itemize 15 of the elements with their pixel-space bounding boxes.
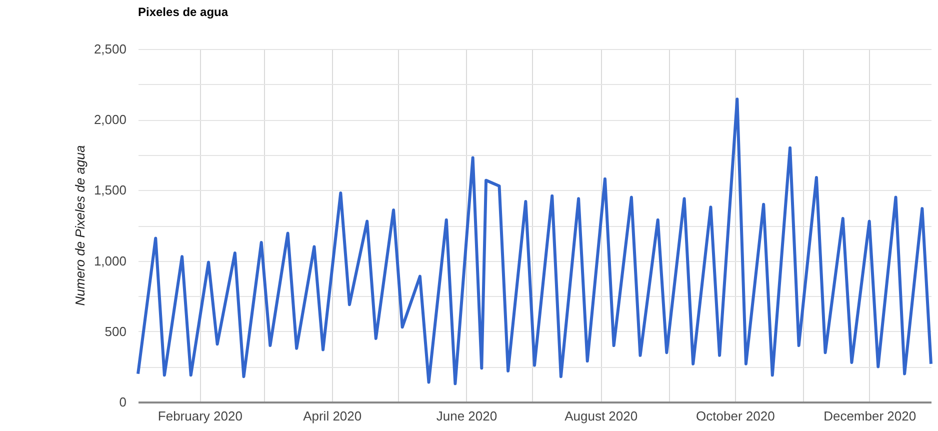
chart-title: Pixeles de agua — [138, 5, 228, 19]
x-tick-label: August 2020 — [564, 408, 638, 424]
x-tick-label: October 2020 — [696, 408, 775, 424]
y-tick-label: 1,000 — [94, 253, 126, 268]
y-tick-label: 2,500 — [94, 42, 126, 56]
y-tick-label: 500 — [104, 324, 126, 339]
y-axis-title: Numero de Pixeles de agua — [72, 145, 88, 306]
y-tick-label: 2,000 — [94, 112, 126, 128]
y-tick-label: 1,500 — [94, 182, 126, 198]
x-tick-label: February 2020 — [158, 408, 242, 424]
x-tick-label: April 2020 — [303, 408, 362, 424]
line-series — [136, 98, 932, 386]
x-tick-label: December 2020 — [824, 408, 916, 424]
y-tick-label: 0 — [119, 394, 126, 410]
x-tick-label: June 2020 — [436, 408, 498, 424]
